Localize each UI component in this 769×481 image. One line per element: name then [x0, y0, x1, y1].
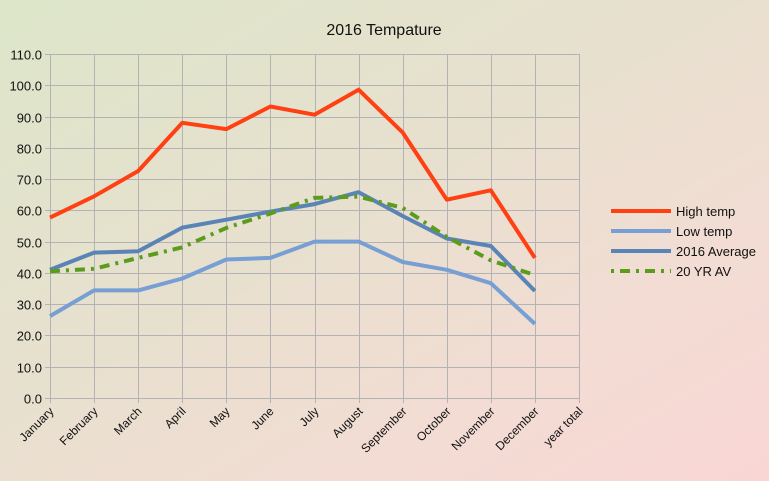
legend-item: 20 YR AV	[611, 264, 731, 279]
legend-label: Low temp	[676, 224, 732, 239]
chart-title: 2016 Tempature	[326, 22, 441, 39]
legend-item: High temp	[611, 204, 735, 219]
gridlines	[45, 54, 580, 403]
legend: High temp Low temp 2016 Average 20 YR AV	[611, 204, 756, 279]
y-tick-label: 50.0	[17, 236, 42, 251]
x-tick-label: June	[248, 404, 277, 433]
x-tick-label: January	[17, 404, 57, 444]
x-tick-label: May	[207, 404, 233, 430]
y-tick-label: 40.0	[17, 267, 42, 282]
series-line-20-yr-av	[49, 194, 536, 277]
x-tick-label: February	[57, 404, 101, 448]
legend-label: 20 YR AV	[676, 264, 731, 279]
y-tick-label: 10.0	[17, 361, 42, 376]
x-tick-label: year total	[541, 404, 586, 449]
y-axis-ticks: 0.0 10.0 20.0 30.0 40.0 50.0 60.0 70.0 80.0 90.0 1…	[9, 48, 42, 407]
y-tick-label: 110.0	[10, 48, 42, 63]
x-tick-label: August	[329, 404, 366, 441]
legend-label: High temp	[676, 204, 735, 219]
y-tick-label: 90.0	[17, 111, 42, 126]
legend-label: 2016 Average	[676, 244, 756, 259]
y-tick-label: 20.0	[17, 329, 42, 344]
y-tick-label: 60.0	[17, 204, 42, 219]
x-tick-label: March	[111, 404, 144, 437]
x-tick-label: April	[162, 404, 189, 431]
series-line-low-temp	[48, 239, 537, 326]
legend-item: Low temp	[611, 224, 732, 239]
legend-item: 2016 Average	[611, 244, 756, 259]
y-tick-label: 70.0	[17, 173, 42, 188]
series-line-high-temp	[49, 87, 537, 259]
y-tick-label: 0.0	[24, 392, 42, 407]
x-tick-label: October	[414, 404, 454, 444]
y-tick-label: 30.0	[17, 298, 42, 313]
x-axis-ticks: January February March April May June July Augu…	[17, 404, 586, 456]
series-lines	[48, 87, 537, 326]
x-tick-label: September	[358, 404, 409, 455]
y-tick-label: 80.0	[17, 142, 42, 157]
x-tick-label: December	[493, 404, 542, 453]
x-tick-label: July	[297, 404, 322, 429]
y-tick-label: 100.0	[9, 79, 42, 94]
x-tick-label: November	[449, 404, 498, 453]
